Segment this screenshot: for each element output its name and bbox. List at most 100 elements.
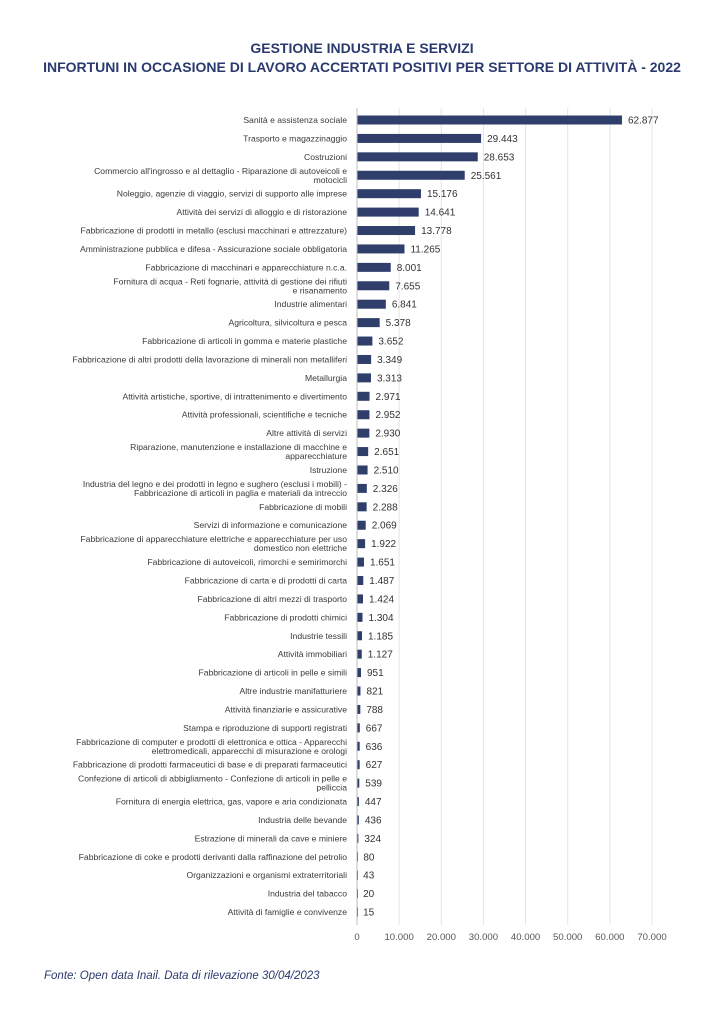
bar bbox=[357, 207, 419, 217]
value-label: 62.877 bbox=[628, 116, 659, 127]
value-label: 2.952 bbox=[375, 410, 400, 421]
x-tick-label: 60.000 bbox=[595, 932, 624, 943]
category-label: Istruzione bbox=[310, 465, 347, 475]
category-label: Fabbricazione di carta e di prodotti di … bbox=[185, 576, 348, 586]
value-label: 2.930 bbox=[375, 429, 400, 440]
value-label: 2.326 bbox=[373, 484, 398, 495]
x-tick-label: 20.000 bbox=[427, 932, 456, 943]
category-label: Fabbricazione di articoli in gomma e mat… bbox=[142, 336, 347, 346]
bar bbox=[357, 649, 362, 659]
bar bbox=[357, 428, 370, 438]
bar bbox=[357, 668, 362, 678]
category-label: Estrazione di minerali da cave e miniere bbox=[195, 833, 348, 843]
bar bbox=[357, 741, 360, 751]
category-label: Attività professionali, scientifiche e t… bbox=[182, 410, 347, 420]
value-label: 43 bbox=[363, 871, 375, 882]
category-label: Noleggio, agenzie di viaggio, servizi di… bbox=[117, 189, 347, 199]
category-label: Industrie alimentari bbox=[274, 299, 347, 309]
x-tick-label: 0 bbox=[354, 932, 359, 943]
value-label: 627 bbox=[366, 760, 383, 771]
value-label: 447 bbox=[365, 797, 382, 808]
bar bbox=[357, 502, 367, 512]
bar bbox=[357, 391, 370, 401]
value-label: 2.510 bbox=[374, 465, 399, 476]
value-label: 1.304 bbox=[368, 613, 393, 624]
category-label: Agricoltura, silvicoltura e pesca bbox=[229, 318, 348, 328]
category-label: Fabbricazione di altri mezzi di trasport… bbox=[198, 594, 348, 604]
category-label: Industria del tabacco bbox=[268, 889, 348, 899]
value-label: 324 bbox=[364, 834, 381, 845]
category-label: Fabbricazione di autoveicoli, rimorchi e… bbox=[147, 557, 347, 567]
bar bbox=[357, 557, 364, 567]
bar bbox=[357, 723, 360, 733]
category-label: motocicli bbox=[314, 175, 348, 185]
value-label: 28.653 bbox=[484, 152, 515, 163]
value-label: 951 bbox=[367, 668, 384, 679]
bar bbox=[357, 576, 364, 585]
bar bbox=[357, 226, 416, 236]
value-label: 1.922 bbox=[371, 539, 396, 550]
value-label: 539 bbox=[365, 779, 382, 790]
chart-title-line2: INFORTUNI IN OCCASIONE DI LAVORO ACCERTA… bbox=[43, 59, 681, 75]
value-label: 667 bbox=[366, 723, 383, 734]
bar bbox=[357, 410, 370, 420]
value-label: 2.971 bbox=[376, 392, 401, 403]
value-label: 788 bbox=[366, 705, 383, 716]
category-label: Fabbricazione di mobili bbox=[259, 502, 347, 512]
category-label: Riparazione, manutenzione e installazion… bbox=[130, 442, 347, 452]
category-label: Altre attività di servizi bbox=[266, 428, 347, 438]
bar bbox=[357, 483, 367, 493]
bar bbox=[357, 336, 373, 346]
bar bbox=[357, 354, 372, 364]
value-label: 436 bbox=[365, 815, 382, 826]
category-label: apparecchiature bbox=[285, 451, 347, 461]
bar bbox=[357, 797, 359, 807]
bar bbox=[357, 833, 359, 843]
category-label: Altre industrie manifatturiere bbox=[240, 686, 348, 696]
bar bbox=[357, 133, 482, 143]
category-label: Attività immobiliari bbox=[278, 649, 347, 659]
category-label: Confezione di articoli di abbigliamento … bbox=[78, 774, 347, 784]
x-tick-label: 30.000 bbox=[469, 932, 498, 943]
category-label: Attività finanziarie e assicurative bbox=[225, 704, 347, 714]
chart-title-line1: GESTIONE INDUSTRIA E SERVIZI bbox=[250, 40, 474, 56]
value-label: 636 bbox=[366, 742, 383, 753]
category-label: Attività artistiche, sportive, di intrat… bbox=[123, 391, 348, 401]
value-label: 2.069 bbox=[372, 521, 397, 532]
bar bbox=[357, 115, 622, 125]
bar bbox=[357, 244, 405, 254]
category-label: Industria delle bevande bbox=[258, 815, 347, 825]
value-label: 80 bbox=[363, 852, 375, 863]
category-label: Trasporto e magazzinaggio bbox=[243, 133, 347, 143]
value-label: 3.652 bbox=[378, 337, 403, 348]
value-label: 25.561 bbox=[471, 171, 502, 182]
value-label: 14.641 bbox=[425, 208, 456, 219]
x-tick-label: 70.000 bbox=[637, 932, 666, 943]
value-label: 7.655 bbox=[395, 281, 420, 292]
category-label: Amministrazione pubblica e difesa - Assi… bbox=[80, 244, 347, 254]
value-label: 3.313 bbox=[377, 373, 402, 384]
source-note: Fonte: Open data Inail. Data di rilevazi… bbox=[44, 970, 320, 982]
category-label: Costruzioni bbox=[304, 152, 347, 162]
category-label: Fabbricazione di altri prodotti della la… bbox=[72, 354, 347, 364]
category-label: Fabbricazione di computer e prodotti di … bbox=[76, 737, 347, 747]
value-label: 6.841 bbox=[392, 300, 417, 311]
bar bbox=[357, 170, 465, 180]
category-label: Servizi di informazione e comunicazione bbox=[194, 520, 348, 530]
category-label: pelliccia bbox=[316, 783, 347, 793]
category-label: Industrie tessili bbox=[290, 631, 347, 641]
bar bbox=[357, 299, 386, 309]
category-label: Fabbricazione di coke e prodotti derivan… bbox=[79, 852, 348, 862]
x-tick-label: 50.000 bbox=[553, 932, 582, 943]
category-label: Fabbricazione di prodotti in metallo (es… bbox=[80, 226, 347, 236]
x-tick-label: 10.000 bbox=[384, 932, 413, 943]
category-label: Fornitura di acqua - Reti fognarie, atti… bbox=[113, 276, 347, 286]
category-label: Metallurgia bbox=[305, 373, 347, 383]
category-label: Attività di famiglie e convivenze bbox=[228, 907, 348, 917]
bar bbox=[357, 612, 363, 622]
value-label: 1.127 bbox=[368, 650, 393, 661]
bar bbox=[357, 631, 362, 641]
bar bbox=[357, 704, 361, 714]
category-label: Commercio all'ingrosso e al dettaglio - … bbox=[94, 166, 347, 176]
